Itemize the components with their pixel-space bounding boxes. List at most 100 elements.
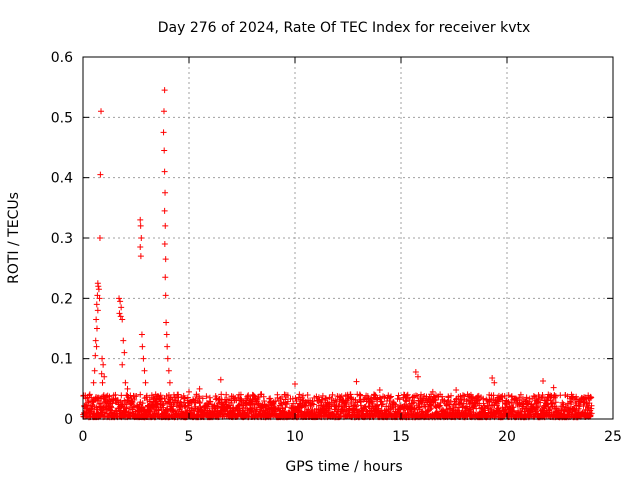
data-point [537,399,544,406]
data-point [95,394,102,401]
data-point [412,368,419,375]
data-point [93,325,100,332]
y-tick-label: 0.2 [51,291,73,307]
data-point [133,393,140,400]
data-point [95,283,102,290]
data-point [466,405,473,412]
data-point [118,392,125,399]
data-point [98,108,105,115]
data-point [567,398,574,405]
data-point [117,313,124,320]
data-point [122,379,129,386]
data-point [109,400,116,407]
data-point [511,407,518,414]
data-point [447,398,454,405]
data-point [223,391,230,398]
data-point [486,397,493,404]
data-point [540,377,547,384]
data-point [137,222,144,229]
data-point [203,393,210,400]
x-tick-label: 0 [79,429,88,445]
data-point [508,393,515,400]
data-point [91,367,98,374]
y-tick-label: 0.5 [51,110,73,126]
data-point [119,316,126,323]
data-point [395,392,402,399]
data-point [93,343,100,350]
data-point [96,295,103,302]
data-point [116,295,123,302]
data-point [588,394,595,401]
y-tick-label: 0.1 [51,352,73,368]
data-point [124,385,131,392]
data-point [427,406,434,413]
data-point [406,396,413,403]
data-point [386,398,393,405]
data-point [121,349,128,356]
data-point [505,398,512,405]
data-point [94,292,101,299]
data-point [138,235,145,241]
data-point [530,393,537,400]
y-tick-label: 0.6 [51,50,73,66]
data-point [161,147,168,154]
data-point [161,87,168,94]
data-point [137,216,144,223]
data-point [480,400,487,407]
data-point [141,367,148,374]
data-point [196,394,203,401]
data-point [99,355,106,362]
data-point [119,361,126,368]
data-point [467,391,474,398]
data-point [437,399,444,406]
data-point [217,376,224,383]
y-tick-label: 0 [64,412,73,428]
data-point [93,394,100,401]
data-point [166,379,173,386]
data-point [99,379,106,386]
data-point [174,407,181,414]
data-point [572,407,579,414]
data-point [137,253,144,260]
data-point [534,399,541,406]
data-point [447,405,454,412]
data-point [116,310,123,317]
data-point [162,189,169,196]
data-point [174,398,181,405]
data-point [538,394,545,401]
data-point [489,374,496,381]
data-point [353,403,360,410]
data-point [96,235,103,241]
data-points [80,87,595,421]
data-point [160,108,167,115]
data-point [138,331,145,338]
x-tick-label: 15 [392,429,410,445]
data-point [160,129,167,136]
data-point [310,401,317,408]
data-point [94,307,101,314]
data-point [140,355,147,362]
data-point [88,394,95,401]
data-point [549,400,556,407]
data-point [207,398,214,405]
data-point [274,394,281,401]
data-point [163,331,170,338]
data-point [159,395,166,402]
data-point [409,394,416,401]
data-point [301,403,308,410]
data-point [163,319,170,326]
data-point [143,394,150,401]
data-point [396,396,403,403]
data-point [373,396,380,403]
data-point [162,222,169,229]
data-point [261,397,268,404]
chart-title: Day 276 of 2024, Rate Of TEC Index for r… [158,20,531,36]
x-tick-label: 10 [286,429,304,445]
data-point [292,381,298,388]
data-point [93,301,100,308]
data-point [161,207,168,214]
data-point [182,403,189,410]
data-point [95,286,102,293]
data-point [412,392,419,399]
